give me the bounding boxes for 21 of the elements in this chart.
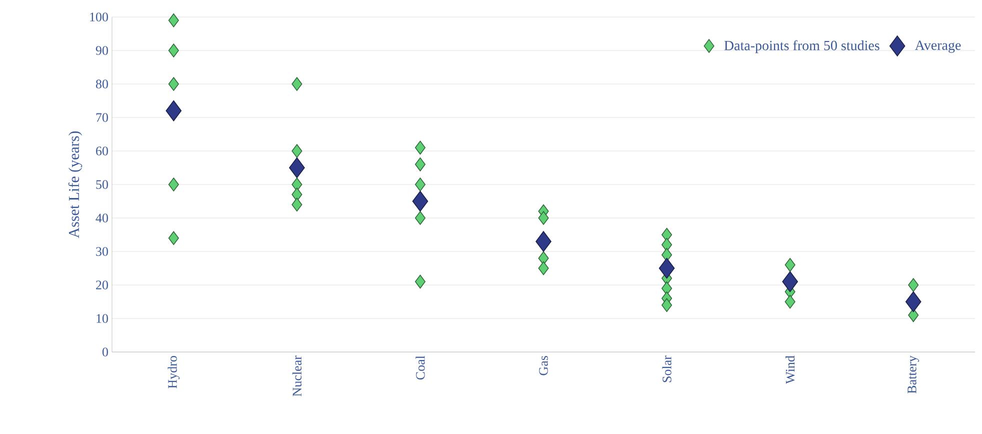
y-tick-label: 80 [96,80,108,88]
y-tick-label: 50 [96,180,108,189]
x-tick-label: Hydro [168,356,180,388]
y-tick-label: 20 [96,280,108,290]
y-tick-label: 40 [96,214,108,222]
y-tick-label: 90 [96,46,108,55]
y-tick-label: 0 [102,348,108,356]
y-axis-title: Asset Life (years) [68,131,82,238]
x-tick-label: Nuclear [292,356,302,396]
legend-label: Average [914,40,961,53]
legend-label: Data-points from 50 studies [724,40,880,54]
x-tick-label: Solar [662,356,672,382]
x-tick-label: Battery [908,356,920,394]
y-tick-label: 30 [96,247,108,256]
y-tick-label: 100 [90,12,108,22]
x-tick-label: Gas [539,356,548,376]
y-tick-label: 70 [96,113,108,122]
x-tick-label: Wind [785,356,795,384]
x-tick-label: Coal [416,356,425,380]
y-tick-label: 60 [96,146,108,156]
y-tick-label: 10 [96,314,108,323]
